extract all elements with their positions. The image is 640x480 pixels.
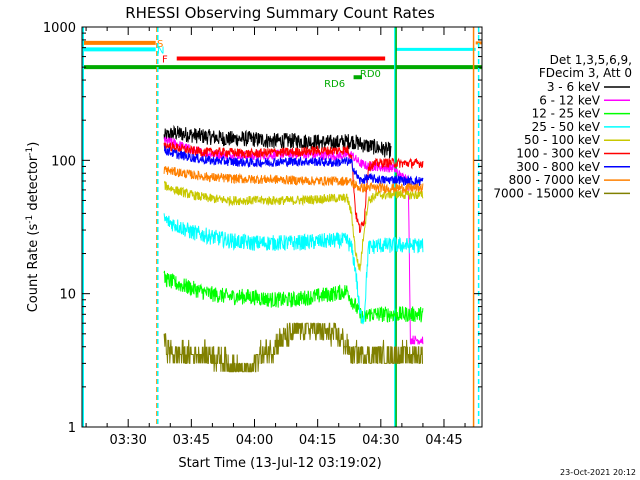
series-layer <box>163 124 424 373</box>
series-line-100-300-kev <box>163 141 424 233</box>
y-axis-label-sup2: -1 <box>25 147 35 156</box>
y-tick-label: 100 <box>51 154 76 169</box>
footer-timestamp: 23-Oct-2021 20:12 <box>560 468 636 477</box>
series-line-3-6-kev <box>163 124 392 159</box>
legend-label: 800 - 7000 keV <box>509 173 601 187</box>
y-tick-label: 1000 <box>43 21 76 36</box>
plot-frame <box>81 26 483 428</box>
series-line-25-50-kev <box>163 213 424 325</box>
y-axis: 1 10 100 1000 <box>43 21 482 436</box>
x-tick-label: 03:45 <box>173 433 210 448</box>
x-tick-label: 04:00 <box>236 433 273 448</box>
legend-label: 50 - 100 keV <box>524 133 601 147</box>
series-line-300-800-kev <box>164 145 424 188</box>
x-tick-label: 04:30 <box>362 433 399 448</box>
legend-label: 7000 - 15000 keV <box>493 186 600 200</box>
series-line-800-7000-kev <box>163 166 424 195</box>
legend-label: 3 - 6 keV <box>547 80 601 94</box>
chart-title: RHESSI Observing Summary Count Rates <box>125 4 435 22</box>
legend-header-2: FDecim 3, Att 0 <box>539 66 632 80</box>
x-tick-label: 03:30 <box>109 433 146 448</box>
y-axis-label-mid: detector <box>26 155 41 215</box>
x-tick-label: 04:45 <box>425 433 462 448</box>
legend-label: 25 - 50 keV <box>532 120 601 134</box>
flag-label-rd6: RD6 <box>324 79 345 90</box>
legend-label: 12 - 25 keV <box>532 107 601 121</box>
flag-label-f: F <box>162 55 168 66</box>
legend: Det 1,3,5,6,9, FDecim 3, Att 0 3 - 6 keV… <box>493 53 632 200</box>
legend-header-1: Det 1,3,5,6,9, <box>550 53 632 67</box>
flag-label-rd0: RD0 <box>360 69 381 80</box>
flags-layer: SNF RD0 RD6 <box>82 39 482 90</box>
x-tick-label: 04:15 <box>299 433 336 448</box>
x-axis: 03:30 03:45 04:00 04:15 04:30 04:45 <box>85 27 466 448</box>
series-line-12-25-kev <box>163 270 424 324</box>
legend-label: 100 - 300 keV <box>516 147 600 161</box>
y-axis-label: Count Rate (s-1 detector-1) <box>25 142 41 313</box>
y-axis-label-main: Count Rate (s <box>26 224 41 313</box>
y-axis-label-sup1: -1 <box>25 215 35 224</box>
y-tick-label: 10 <box>59 288 76 303</box>
legend-label: 300 - 800 keV <box>516 160 600 174</box>
flag-label-s: S <box>157 39 163 50</box>
series-line-50-100-kev <box>163 180 424 273</box>
x-axis-label: Start Time (13-Jul-12 03:19:02) <box>178 456 381 471</box>
y-tick-label: 1 <box>68 421 76 436</box>
legend-label: 6 - 12 keV <box>539 93 601 107</box>
y-axis-label-end: ) <box>26 142 41 147</box>
series-line-7000-15000-kev <box>163 322 423 373</box>
flag-label-n: N <box>157 45 164 56</box>
